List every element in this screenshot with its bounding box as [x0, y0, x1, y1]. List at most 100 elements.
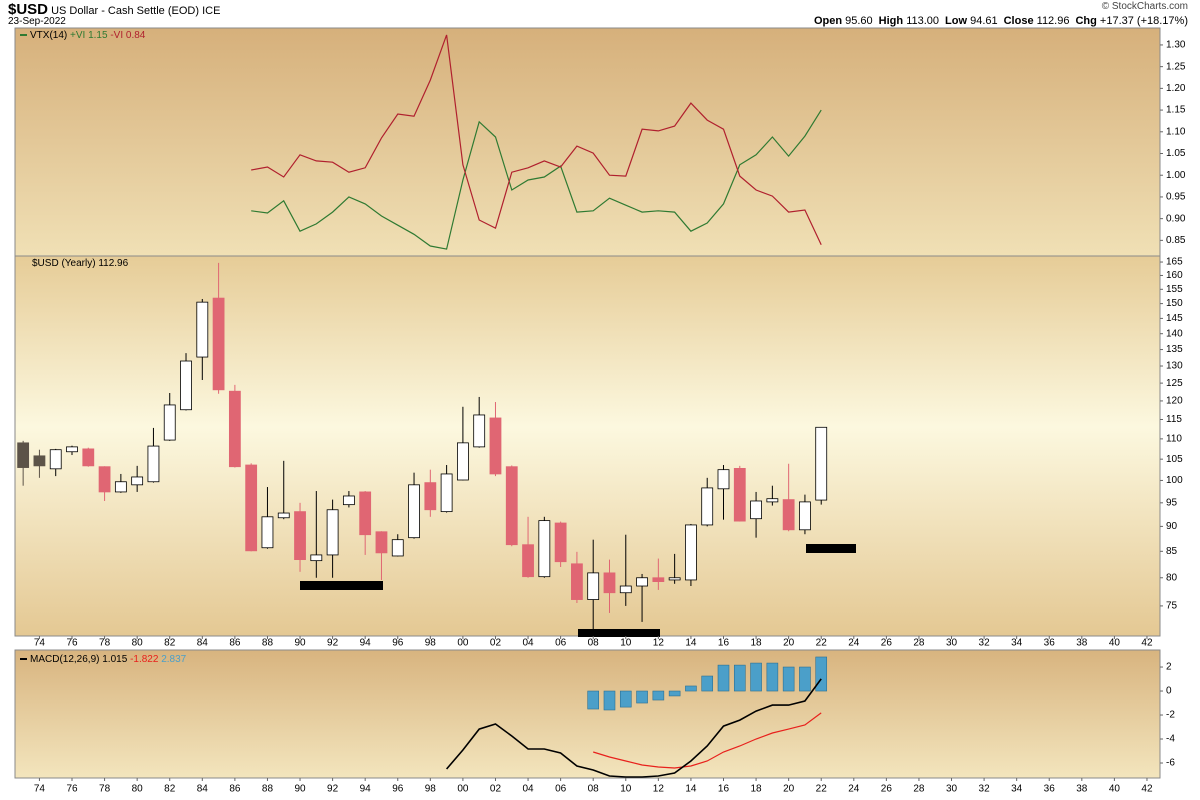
legend-value: -1.822: [130, 654, 159, 665]
x-tick-label: 40: [1109, 638, 1121, 649]
candle-body: [554, 522, 567, 563]
candle-body: [489, 417, 502, 475]
annotation-bar: [806, 544, 856, 553]
y-tick-label: 1.00: [1166, 170, 1186, 181]
y-tick-label: 1.15: [1166, 105, 1186, 116]
candle-body: [619, 585, 632, 594]
x-tick-label: 02: [490, 638, 502, 649]
y-tick-label: 125: [1166, 378, 1183, 389]
indicator-line: [251, 109, 822, 250]
y-tick-label: -6: [1166, 758, 1175, 769]
histogram-bar: [668, 690, 681, 697]
x-tick-label: 30: [946, 784, 958, 795]
candle-body: [473, 414, 486, 448]
candle-body: [131, 476, 144, 486]
y-tick-label: -2: [1166, 710, 1175, 721]
candle-body: [310, 554, 323, 562]
candle-body: [717, 469, 730, 490]
candle-body: [685, 524, 697, 581]
x-tick-label: 04: [522, 638, 534, 649]
symbol-line: $USD US Dollar - Cash Settle (EOD) ICE: [8, 1, 220, 18]
x-tick-label: 80: [132, 784, 144, 795]
candle-body: [212, 297, 225, 391]
annotation-bar: [300, 581, 383, 590]
candle-body: [636, 577, 648, 587]
x-tick-label: 80: [132, 638, 144, 649]
histogram-bar: [652, 690, 665, 701]
x-tick-label: 92: [327, 784, 339, 795]
x-tick-label: 74: [34, 638, 46, 649]
x-tick-label: 92: [327, 638, 339, 649]
candle-body: [652, 577, 665, 582]
x-tick-label: 00: [457, 784, 469, 795]
candle-body: [505, 466, 518, 546]
x-tick-label: 18: [751, 638, 763, 649]
panel: [14, 649, 1161, 779]
macd-line: [445, 678, 822, 778]
y-tick-label: 105: [1166, 454, 1183, 465]
y-tick-label: 0.95: [1166, 192, 1186, 203]
x-tick-label: 14: [685, 638, 697, 649]
y-tick-label: 140: [1166, 328, 1183, 339]
histogram-bar: [603, 690, 616, 711]
candle-body: [49, 449, 62, 470]
x-tick-label: 90: [294, 784, 306, 795]
candle-body: [733, 467, 746, 522]
x-tick-label: 96: [392, 784, 404, 795]
histogram-bar: [815, 656, 828, 692]
x-tick-label: 82: [164, 784, 176, 795]
quote-label: Open: [813, 15, 843, 27]
y-tick-label: 145: [1166, 313, 1183, 324]
candle-body: [799, 501, 811, 531]
candle-body: [66, 446, 78, 453]
candle-body: [375, 531, 388, 554]
x-tick-label: 74: [34, 784, 46, 795]
quote-value: 112.96: [1036, 15, 1070, 27]
legend: VTX(14) +VI 1.15 -VI 0.84: [30, 30, 146, 41]
histogram-bar: [636, 690, 648, 704]
legend-title: VTX(14): [30, 30, 67, 41]
candle-body: [163, 404, 176, 441]
candle-body: [391, 539, 404, 557]
legend: MACD(12,26,9) 1.015 -1.822 2.837: [30, 654, 187, 665]
x-tick-label: 98: [425, 784, 437, 795]
x-tick-label: 40: [1109, 784, 1121, 795]
x-tick-label: 16: [718, 784, 730, 795]
candle-body: [33, 455, 46, 467]
legend-value: 112.96: [98, 258, 128, 269]
y-tick-label: 135: [1166, 344, 1183, 355]
x-tick-label: 16: [718, 638, 730, 649]
x-tick-label: 04: [522, 784, 534, 795]
x-tick-label: 76: [66, 638, 78, 649]
legend: $USD (Yearly) 112.96: [32, 258, 129, 269]
legend-value: 1.015: [102, 654, 127, 665]
y-tick-label: 110: [1166, 434, 1182, 445]
y-tick-label: 85: [1166, 546, 1178, 557]
x-tick-label: 38: [1076, 784, 1088, 795]
y-tick-label: 160: [1166, 270, 1183, 281]
candle-body: [245, 464, 258, 552]
panel: [14, 27, 1161, 257]
y-tick-label: 0.85: [1166, 235, 1186, 246]
quote-label: Low: [945, 15, 968, 27]
candle-body: [342, 495, 355, 506]
header: $USD US Dollar - Cash Settle (EOD) ICE 2…: [0, 0, 1200, 28]
x-tick-label: 96: [392, 638, 404, 649]
histogram-bar: [782, 666, 795, 692]
x-tick-label: 78: [99, 638, 111, 649]
candle-body: [196, 301, 209, 358]
y-tick-label: -4: [1166, 734, 1175, 745]
x-tick-label: 12: [653, 638, 665, 649]
quote-value: 113.00: [906, 15, 940, 27]
candle-body: [424, 482, 437, 511]
x-tick-label: 34: [1011, 784, 1023, 795]
histogram-bar: [701, 675, 714, 692]
candle-body: [17, 442, 30, 468]
x-tick-label: 10: [620, 638, 632, 649]
legend-title: $USD (Yearly): [32, 258, 96, 269]
legend-entry: -VI: [110, 30, 123, 41]
candle-body: [326, 509, 339, 556]
y-tick-label: 90: [1166, 521, 1178, 532]
quote-label: Close: [1003, 15, 1034, 27]
